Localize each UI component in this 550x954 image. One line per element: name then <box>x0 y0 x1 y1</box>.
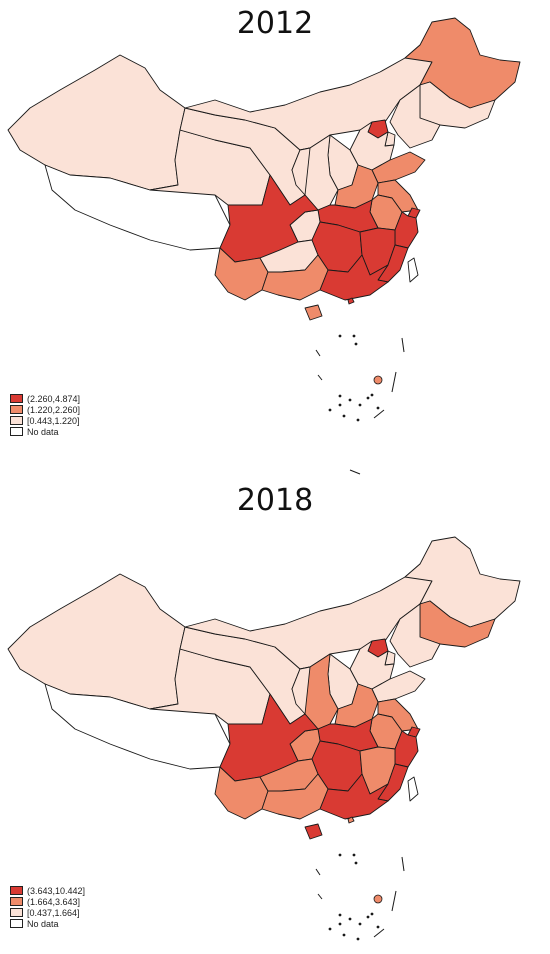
legend-swatch <box>10 886 23 895</box>
island-mark <box>354 861 358 865</box>
legend-label: (3.643,10.442] <box>27 885 86 896</box>
map-panel-2012: 2012 (2.260,4.874] (1.220,2.260] [0.443,… <box>7 6 521 475</box>
boundary-dash <box>373 928 385 938</box>
legend-item: No data <box>10 426 80 437</box>
boundary-dash <box>391 890 397 912</box>
island-mark <box>348 398 352 402</box>
island-mark <box>356 418 360 422</box>
legend-swatch <box>10 394 23 403</box>
legend-swatch <box>10 897 23 906</box>
island-mark <box>338 853 342 857</box>
boundary-dash <box>317 374 323 381</box>
island-mark <box>328 408 332 412</box>
boundary-dash <box>373 409 385 419</box>
island-mark <box>370 393 374 397</box>
island-mark <box>376 406 380 410</box>
legend: (2.260,4.874] (1.220,2.260] [0.443,1.220… <box>10 393 80 437</box>
legend-label: No data <box>27 426 59 437</box>
legend-swatch <box>10 427 23 436</box>
boundary-dash <box>401 337 405 353</box>
legend-item: [0.437,1.664] <box>10 907 85 918</box>
choropleth-map <box>7 536 521 941</box>
province-ningxia <box>291 666 311 715</box>
boundary-dash <box>315 349 321 357</box>
island-mark <box>358 922 362 926</box>
province-guangdong <box>319 773 389 820</box>
boundary-dash <box>391 371 397 393</box>
island-mark <box>338 922 342 926</box>
map-panel-2018: 2018 (3.643,10.442] (1.664,3.643] [0.437… <box>0 477 550 954</box>
island-mark <box>366 396 370 400</box>
island-mark <box>352 334 356 338</box>
legend-label: [0.443,1.220] <box>27 415 80 426</box>
island-mark <box>338 394 342 398</box>
legend-label: No data <box>27 918 59 929</box>
island-mark <box>338 403 342 407</box>
island-mark <box>356 937 360 941</box>
island-mark <box>348 917 352 921</box>
legend-swatch <box>10 405 23 414</box>
island-highlight <box>373 375 383 385</box>
island-mark <box>370 912 374 916</box>
legend-item: (1.220,2.260] <box>10 404 80 415</box>
boundary-dash <box>349 469 361 475</box>
legend-label: (2.260,4.874] <box>27 393 81 404</box>
island-mark <box>358 403 362 407</box>
island-highlight <box>373 894 383 904</box>
island-mark <box>342 933 346 937</box>
legend-swatch <box>10 919 23 928</box>
provinces-group <box>7 536 521 941</box>
map-title: 2018 <box>236 483 314 518</box>
legend-label: (1.220,2.260] <box>27 404 81 415</box>
island-mark <box>352 853 356 857</box>
island-mark <box>354 342 358 346</box>
legend-item: (3.643,10.442] <box>10 885 85 896</box>
boundary-dash <box>315 868 321 876</box>
legend-item: No data <box>10 918 85 929</box>
province-xinjiang <box>7 54 186 191</box>
province-hainan <box>304 304 323 321</box>
province-xinjiang <box>7 573 186 710</box>
island-mark <box>366 915 370 919</box>
legend: (3.643,10.442] (1.664,3.643] [0.437,1.66… <box>10 885 85 929</box>
island-mark <box>342 414 346 418</box>
map-title: 2012 <box>236 6 314 41</box>
island-mark <box>338 334 342 338</box>
legend-item: [0.443,1.220] <box>10 415 80 426</box>
choropleth-map <box>7 17 521 475</box>
provinces-group <box>7 17 521 475</box>
boundary-dash <box>317 893 323 900</box>
province-guangdong <box>319 254 389 301</box>
province-ningxia <box>291 147 311 196</box>
province-taiwan <box>407 776 419 802</box>
province-taiwan <box>407 257 419 283</box>
legend-label: [0.437,1.664] <box>27 907 80 918</box>
island-mark <box>328 927 332 931</box>
province-hainan <box>304 823 323 840</box>
boundary-dash <box>401 856 405 872</box>
legend-swatch <box>10 908 23 917</box>
legend-label: (1.664,3.643] <box>27 896 81 907</box>
province-hongkong <box>347 297 355 305</box>
province-liaoning <box>389 84 441 149</box>
legend-item: (1.664,3.643] <box>10 896 85 907</box>
legend-item: (2.260,4.874] <box>10 393 80 404</box>
island-mark <box>338 913 342 917</box>
province-liaoning <box>389 603 441 668</box>
legend-swatch <box>10 416 23 425</box>
island-mark <box>376 925 380 929</box>
province-hongkong <box>347 816 355 824</box>
